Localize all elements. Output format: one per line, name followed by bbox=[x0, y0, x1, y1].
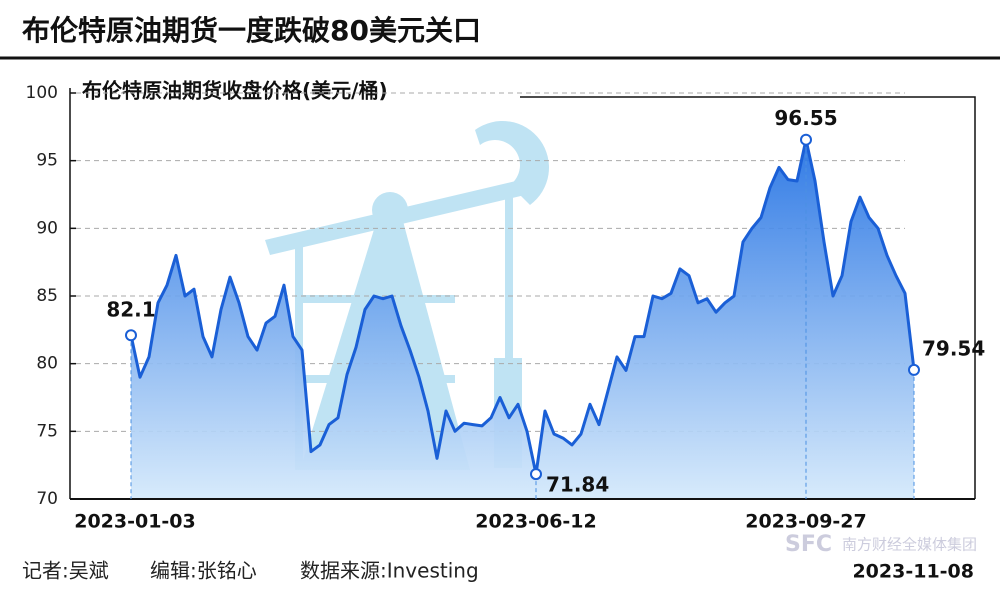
frame bbox=[520, 96, 976, 499]
y-tick-label: 100 bbox=[26, 83, 58, 103]
data-label: 96.55 bbox=[774, 106, 837, 130]
y-tick-label: 75 bbox=[36, 421, 58, 441]
x-tick-label: 2023-09-27 bbox=[745, 511, 867, 533]
line bbox=[129, 138, 916, 476]
area bbox=[131, 139, 914, 499]
point-marker bbox=[125, 329, 137, 342]
point-marker bbox=[908, 363, 920, 376]
y-tick-label: 90 bbox=[36, 218, 58, 238]
y-tick-label: 85 bbox=[36, 286, 58, 306]
data-label: 82.1 bbox=[106, 298, 155, 322]
x-tick-label: 2023-06-12 bbox=[475, 511, 597, 533]
y-axis-title: 布伦特原油期货收盘价格(美元/桶) bbox=[82, 79, 388, 103]
logo-mark: SFC bbox=[785, 532, 832, 557]
y-tick-label: 80 bbox=[36, 354, 58, 374]
point-marker bbox=[530, 468, 542, 481]
logo-name: 南方财经全媒体集团 bbox=[842, 536, 977, 554]
point-marker bbox=[800, 133, 812, 146]
data-label: 71.84 bbox=[546, 473, 609, 497]
x-tick-label: 2023-01-03 bbox=[74, 511, 196, 533]
x-tick-label: 2023-11-08 bbox=[852, 561, 974, 583]
y-tick-label: 70 bbox=[36, 489, 58, 509]
y-tick-label: 95 bbox=[36, 151, 58, 171]
data-label: 79.54 bbox=[922, 336, 985, 360]
credit-reporter: 记者:吴斌 bbox=[22, 559, 109, 583]
credit-editor: 编辑:张铭心 bbox=[150, 559, 257, 583]
chart-title: 布伦特原油期货一度跌破80美元关口 bbox=[22, 14, 481, 47]
credit-source: 数据来源:Investing bbox=[300, 559, 479, 583]
